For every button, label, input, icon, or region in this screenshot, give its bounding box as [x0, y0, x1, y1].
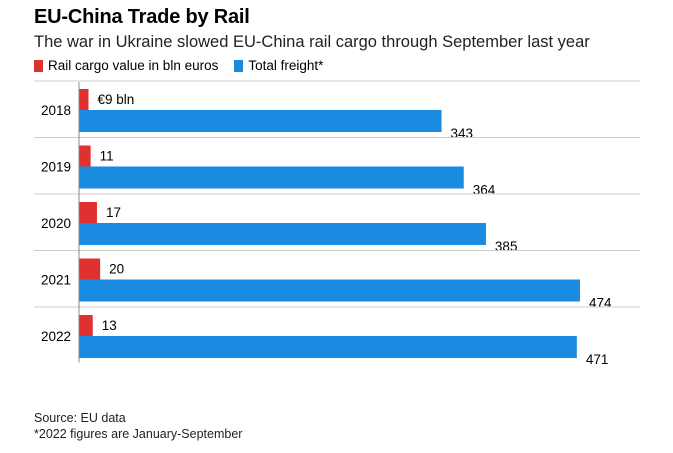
- chart-title: EU-China Trade by Rail: [34, 6, 250, 28]
- bar-rail-cargo-2019: [79, 145, 91, 167]
- bar-total-freight-2020: [79, 223, 486, 245]
- value-label-total-freight-2018: 343: [451, 126, 474, 141]
- legend-swatch-total-freight: [234, 59, 244, 72]
- value-label-total-freight-2019: 364: [473, 183, 496, 198]
- source-line: Source: EU data: [34, 411, 126, 425]
- category-label-2021: 2021: [41, 273, 71, 288]
- value-label-total-freight-2021: 474: [589, 296, 612, 311]
- value-label-total-freight-2022: 471: [586, 352, 609, 367]
- legend-item-rail-cargo: Rail cargo value in bln euros: [34, 58, 218, 73]
- category-label-2019: 2019: [41, 160, 71, 175]
- bar-total-freight-2019: [79, 166, 464, 189]
- legend-label-total-freight: Total freight*: [248, 58, 324, 73]
- value-label-rail-cargo-2021: 20: [109, 262, 124, 277]
- legend-label-rail-cargo: Rail cargo value in bln euros: [48, 58, 219, 73]
- legend: Rail cargo value in bln euros Total frei…: [34, 58, 339, 73]
- bar-total-freight-2022: [79, 336, 577, 358]
- bar-rail-cargo-2018: [79, 89, 89, 110]
- value-label-rail-cargo-2019: 11: [100, 149, 114, 164]
- bar-rail-cargo-2022: [79, 315, 93, 336]
- bar-total-freight-2021: [79, 279, 580, 302]
- chart-subtitle: The war in Ukraine slowed EU-China rail …: [34, 33, 590, 51]
- category-label-2020: 2020: [41, 216, 71, 231]
- source-note: Source: EU data *2022 figures are Januar…: [34, 410, 242, 442]
- value-label-total-freight-2020: 385: [495, 239, 518, 254]
- footnote-line: *2022 figures are January-September: [34, 427, 243, 441]
- bar-rail-cargo-2021: [79, 258, 101, 280]
- legend-swatch-rail-cargo: [34, 59, 43, 72]
- category-label-2018: 2018: [41, 103, 71, 118]
- value-label-rail-cargo-2018: €9 bln: [98, 92, 135, 107]
- bar-chart: 2018 €9 bln 343 2019 11 364 2020 17 385 2021 20 474…: [34, 80, 640, 367]
- value-label-rail-cargo-2020: 17: [106, 205, 121, 220]
- bar-total-freight-2018: [79, 110, 442, 132]
- value-label-rail-cargo-2022: 13: [102, 318, 117, 333]
- legend-item-total-freight: Total freight*: [234, 58, 323, 73]
- bar-rail-cargo-2020: [79, 202, 97, 223]
- category-label-2022: 2022: [41, 329, 71, 344]
